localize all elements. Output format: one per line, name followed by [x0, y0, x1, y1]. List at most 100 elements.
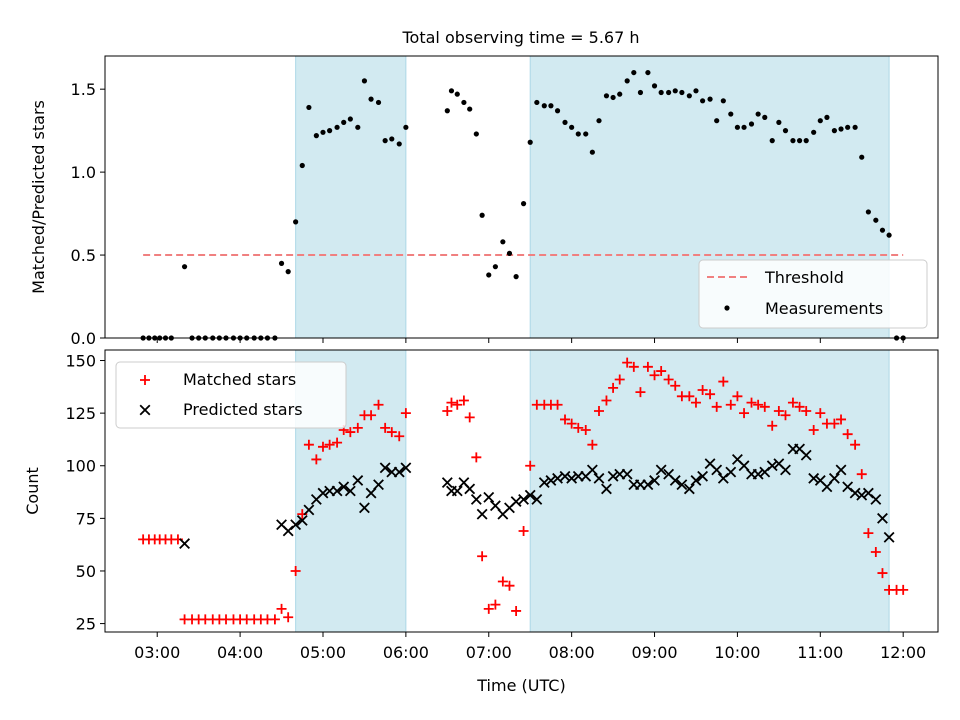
matched-star-point: [477, 551, 488, 562]
measurement-point: [865, 209, 871, 215]
predicted-star-point: [849, 487, 861, 499]
y-tick-label: 1.5: [71, 80, 96, 99]
matched-star-point: [711, 401, 722, 412]
measurement-point: [720, 98, 726, 104]
matched-star-point: [739, 408, 750, 419]
matched-star-point: [366, 410, 377, 421]
predicted-star-point: [601, 483, 612, 495]
matched-star-point: [614, 374, 625, 385]
predicted-star-point: [621, 468, 633, 480]
matched-star-point: [794, 401, 805, 412]
measurement-point: [486, 272, 492, 278]
matched-star-point: [452, 399, 463, 410]
matched-star-point: [705, 389, 716, 400]
matched-star-point: [386, 427, 397, 438]
measurement-point: [624, 78, 630, 84]
measurement-point: [355, 124, 361, 130]
measurement-point: [341, 119, 347, 125]
matched-star-point: [380, 422, 391, 433]
measurement-point: [672, 88, 678, 94]
matched-star-point: [497, 576, 508, 587]
measurement-point: [299, 162, 305, 169]
measurement-point: [603, 93, 610, 99]
measurement-point: [596, 118, 602, 124]
measurement-point: [285, 269, 291, 275]
x-tick-label: 06:00: [383, 643, 429, 662]
measurement-point: [845, 124, 851, 130]
measurement-point: [461, 99, 467, 106]
predicted-star-point: [518, 493, 530, 505]
measurement-point: [873, 217, 879, 223]
predicted-star-point: [649, 475, 660, 486]
matched-star-point: [753, 399, 764, 410]
matched-star-point: [311, 454, 322, 465]
measurement-point: [327, 128, 333, 134]
predicted-star-point: [352, 475, 364, 486]
matched-star-point: [815, 408, 826, 419]
measurement-point: [347, 116, 353, 122]
predicted-star-point: [655, 464, 667, 476]
measurement-point: [617, 91, 623, 97]
measurement-point: [313, 133, 319, 139]
matched-star-point: [317, 441, 328, 452]
matched-star-point: [877, 568, 888, 579]
measurement-point: [762, 114, 768, 120]
matched-star-point: [566, 418, 577, 429]
predicted-star-point: [331, 485, 343, 497]
measurement-point: [396, 141, 402, 147]
measurement-point: [513, 274, 519, 280]
matched-star-point: [352, 422, 363, 433]
measurement-point: [554, 108, 561, 114]
legend-matched-swatch: [140, 375, 150, 385]
matched-star-point: [442, 406, 453, 417]
x-tick-label: 04:00: [217, 643, 263, 662]
measurement-point: [824, 114, 830, 120]
predicted-star-point: [800, 449, 812, 461]
matched-star-point: [560, 414, 571, 425]
matched-star-point: [332, 437, 343, 448]
predicted-star-point: [870, 493, 882, 505]
measurement-point: [467, 106, 473, 112]
measurement-point: [562, 119, 568, 125]
matched-star-point: [373, 399, 384, 410]
matched-star-point: [628, 361, 639, 372]
y-tick-label: 75: [76, 509, 96, 528]
measurement-point: [320, 129, 326, 135]
predicted-star-point: [593, 472, 605, 484]
predicted-star-point: [766, 460, 778, 472]
measurement-point: [707, 96, 713, 102]
matched-star-point: [746, 397, 757, 408]
measurement-point: [769, 138, 775, 144]
predicted-star-point: [524, 489, 536, 501]
measurement-point: [803, 138, 809, 144]
y-axis-label: Matched/Predicted stars: [29, 100, 48, 294]
predicted-star-point: [358, 502, 370, 514]
predicted-star-point: [690, 475, 702, 486]
measurement-point: [444, 108, 450, 114]
measurement-point: [479, 212, 485, 218]
matched-star-point: [458, 395, 469, 406]
predicted-star-point: [676, 479, 688, 491]
measurement-point: [637, 89, 644, 96]
count-panel: 03:00 04:00 05:00 06:00 07:00 08:00 09:00 10:00…: [23, 349, 939, 695]
matched-star-point: [518, 525, 529, 536]
matched-star-point: [732, 391, 743, 402]
predicted-star-point: [697, 470, 709, 482]
measurement-point: [541, 103, 547, 109]
matched-star-point: [290, 565, 301, 576]
predicted-star-point: [538, 477, 550, 489]
measurement-point: [492, 264, 498, 270]
measurement-point: [631, 69, 637, 76]
legend: Matched stars Predicted stars: [115, 361, 347, 429]
predicted-star-point: [393, 466, 405, 478]
predicted-star-point: [451, 485, 463, 497]
measurement-point: [375, 99, 382, 106]
matched-star-point: [870, 547, 881, 558]
legend: Threshold Measurements: [698, 259, 928, 329]
predicted-star-point: [607, 470, 619, 482]
measurement-point: [879, 227, 886, 233]
measurement-point: [734, 124, 741, 130]
measurement-point: [645, 69, 651, 76]
predicted-star-point: [373, 479, 384, 491]
figure-title: Total observing time = 5.67 h: [401, 28, 639, 47]
